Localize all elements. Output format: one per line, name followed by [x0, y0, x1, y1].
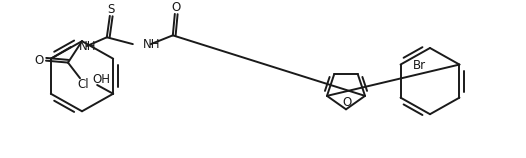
Text: O: O: [342, 96, 351, 109]
Text: O: O: [34, 54, 44, 67]
Text: NH: NH: [79, 40, 96, 53]
Text: OH: OH: [92, 73, 110, 86]
Text: NH: NH: [143, 38, 160, 51]
Text: S: S: [107, 3, 115, 15]
Text: Br: Br: [412, 59, 426, 72]
Text: O: O: [171, 1, 180, 14]
Text: Cl: Cl: [77, 78, 89, 91]
